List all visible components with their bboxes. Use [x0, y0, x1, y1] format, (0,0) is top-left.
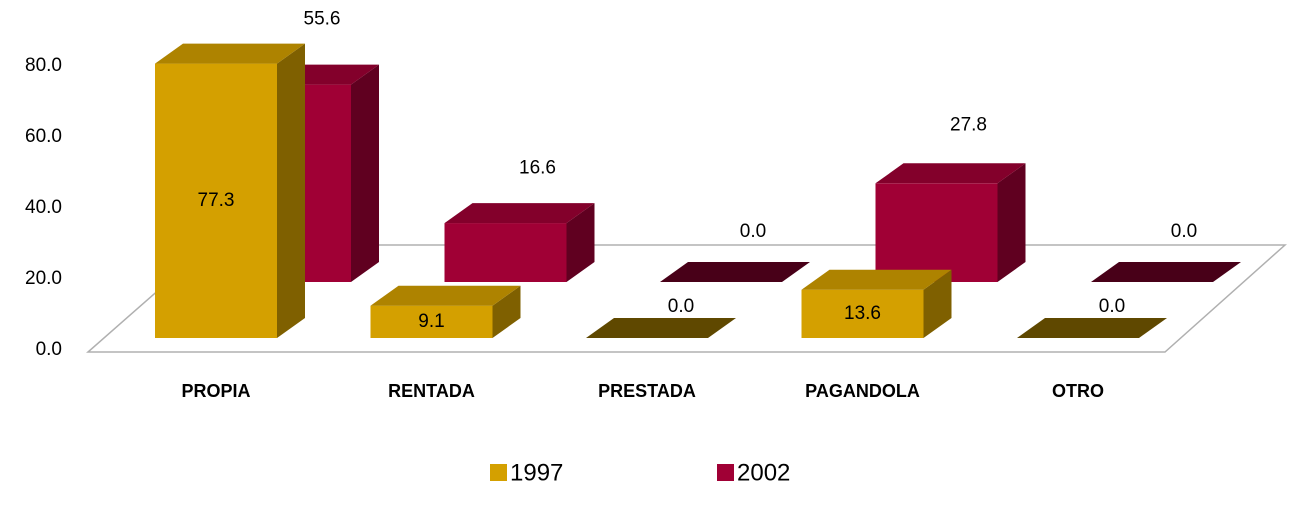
bar-top	[444, 203, 595, 224]
bar-front	[370, 305, 493, 338]
bar-side	[351, 64, 379, 283]
bar-top	[660, 262, 810, 282]
y-tick-label: 60.0	[25, 126, 62, 147]
legend-label: 2002	[737, 459, 790, 486]
value-label: 0.0	[740, 221, 766, 242]
x-tick-label: OTRO	[1052, 381, 1104, 401]
value-label: 55.6	[304, 9, 341, 30]
bar-side	[923, 269, 952, 338]
legend-label: 1997	[510, 459, 563, 486]
value-label: 0.0	[1099, 296, 1125, 317]
y-tick-label: 80.0	[25, 55, 62, 76]
bar-top	[1017, 318, 1167, 338]
bar-front	[155, 63, 277, 339]
value-label: 0.0	[668, 296, 694, 317]
bar-side	[277, 43, 305, 339]
bar-top	[1091, 262, 1241, 282]
bar-top	[370, 285, 521, 306]
value-label: 9.1	[418, 311, 444, 332]
bar-top	[875, 163, 1026, 184]
bar-front	[801, 289, 924, 338]
bar-top	[586, 318, 736, 338]
bar-front	[875, 183, 998, 282]
bar-side	[492, 285, 521, 338]
bar-top	[155, 43, 305, 64]
legend-swatch	[490, 464, 507, 481]
x-tick-label: PAGANDOLA	[805, 381, 920, 401]
value-label: 0.0	[1171, 221, 1197, 242]
value-label: 27.8	[950, 114, 987, 135]
bar-side	[997, 163, 1026, 282]
y-tick-label: 40.0	[25, 197, 62, 218]
y-tick-label: 20.0	[25, 268, 62, 289]
value-label: 77.3	[198, 190, 235, 211]
x-tick-label: PROPIA	[181, 381, 250, 401]
legend-swatch	[717, 464, 734, 481]
bar-side	[566, 203, 595, 282]
bar-top	[801, 269, 952, 290]
x-tick-label: PRESTADA	[598, 381, 696, 401]
bar-front	[444, 223, 567, 282]
value-label: 16.6	[519, 157, 556, 178]
y-tick-label: 0.0	[36, 339, 62, 360]
x-tick-label: RENTADA	[388, 381, 475, 401]
value-label: 13.6	[844, 303, 881, 324]
